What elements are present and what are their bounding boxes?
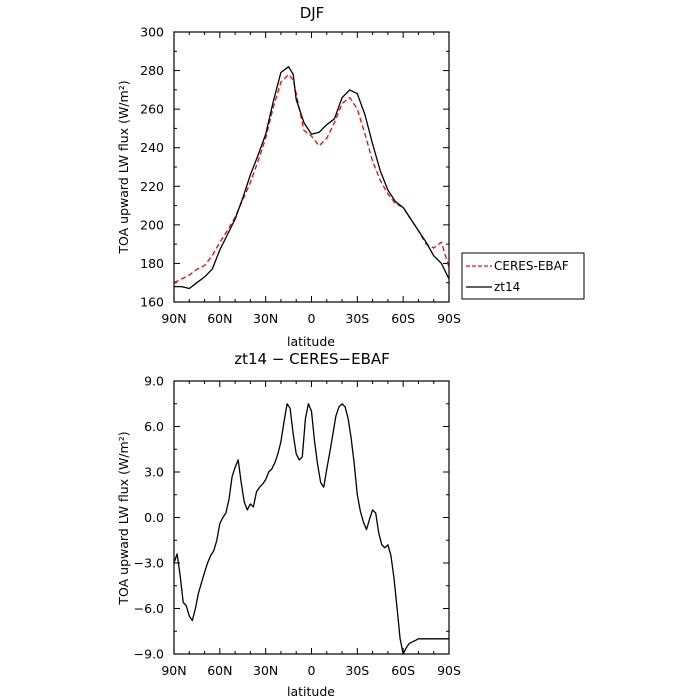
y-tick-label: 200: [140, 217, 164, 232]
legend-label-zt14: zt14: [494, 280, 520, 294]
y-tick-label: 3.0: [144, 465, 164, 480]
x-tick-label: 90S: [437, 311, 461, 326]
y-tick-label: −6.0: [134, 601, 164, 616]
y-tick-label: 280: [140, 63, 164, 78]
bottom-chart-title: zt14 − CERES−EBAF: [234, 350, 390, 368]
y-tick-label: 220: [140, 179, 164, 194]
top-chart-title: DJF: [300, 4, 325, 22]
series-line-ceres-ebaf: [173, 73, 450, 284]
x-tick-label: 90N: [161, 663, 186, 678]
x-tick-label: 30S: [345, 311, 369, 326]
bottom-chart: zt14 − CERES−EBAF 90N 60N 30N 0 30S 60S 90S −9.…: [116, 350, 461, 699]
legend: CERES-EBAF zt14: [461, 252, 585, 300]
y-tick-label: 300: [140, 25, 164, 40]
x-tick-label: 30N: [253, 311, 278, 326]
top-plot-frame: [173, 31, 450, 303]
x-tick-label: 60N: [207, 663, 232, 678]
top-chart: DJF 90N 60N 30N 0 30S 60S 90S 160 180 200 220 240 26…: [116, 4, 585, 349]
x-tick-label: 90S: [437, 663, 461, 678]
x-tick-label: 60N: [207, 311, 232, 326]
top-y-axis-label: TOA upward LW flux (W/m²): [116, 80, 131, 254]
x-tick-label: 30S: [345, 663, 369, 678]
y-tick-label: 260: [140, 102, 164, 117]
top-x-axis-label: latitude: [287, 334, 335, 349]
y-tick-label: 0.0: [144, 510, 164, 525]
legend-label-ceres: CERES-EBAF: [494, 259, 569, 273]
x-tick-label: 30N: [253, 663, 278, 678]
x-tick-label: 90N: [161, 311, 186, 326]
bottom-plot-frame: [173, 380, 450, 655]
bottom-y-axis-label: TOA upward LW flux (W/m²): [116, 431, 131, 605]
x-tick-label: 0: [308, 311, 316, 326]
x-tick-label: 60S: [391, 311, 415, 326]
y-tick-label: 9.0: [144, 374, 164, 389]
y-tick-label: −9.0: [134, 647, 164, 662]
y-tick-label: 160: [140, 295, 164, 310]
series-line-zt14: [174, 66, 450, 290]
legend-box: [461, 252, 585, 300]
series-line-difference: [173, 403, 449, 655]
bottom-x-axis-label: latitude: [287, 684, 335, 699]
y-tick-label: 6.0: [144, 419, 164, 434]
x-tick-label: 0: [308, 663, 316, 678]
y-tick-label: 240: [140, 140, 164, 155]
x-tick-label: 60S: [391, 663, 415, 678]
y-tick-label: −3.0: [134, 556, 164, 571]
y-tick-label: 180: [140, 256, 164, 271]
